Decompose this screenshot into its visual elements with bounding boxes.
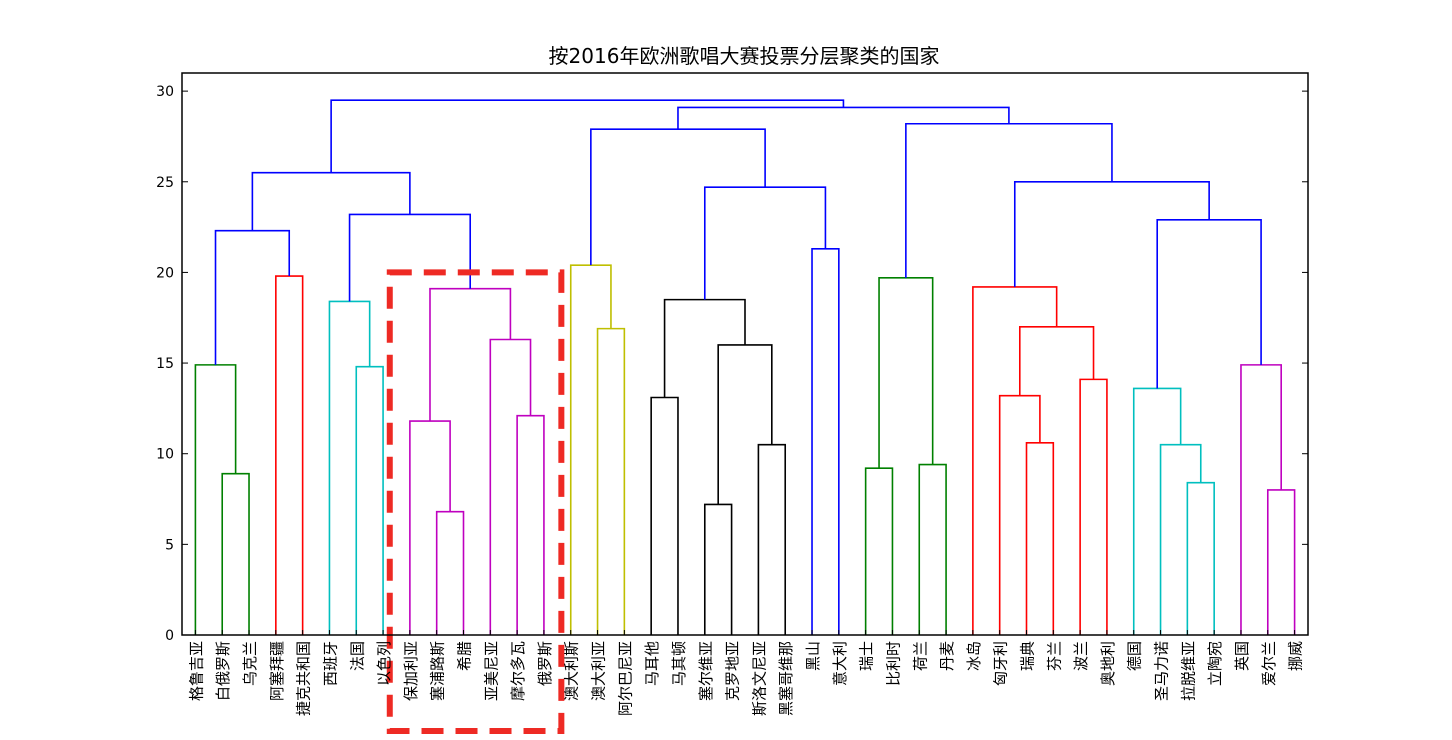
leaf-label: 瑞士 [858, 641, 876, 671]
dendrogram-link [409, 420, 451, 635]
leaf-label: 德国 [1126, 641, 1144, 671]
leaf-label: 爱尔兰 [1260, 641, 1278, 686]
dendrogram-link [1186, 481, 1215, 635]
leaf-label: 白俄罗斯 [214, 641, 232, 701]
leaf-label: 英国 [1233, 641, 1251, 671]
dendrogram-link [864, 467, 894, 635]
dendrogram-link [214, 229, 291, 365]
dendrogram-link [221, 472, 250, 635]
leaf-label: 澳大利斯 [563, 641, 581, 701]
dendrogram-link [650, 396, 679, 635]
dendrogram-link [757, 443, 787, 635]
dendrogram-link [328, 300, 371, 635]
leaf-label: 拉脱维亚 [1179, 641, 1197, 701]
dendrogram-link [717, 344, 773, 505]
leaf-label: 以色列 [375, 641, 393, 686]
dendrogram-link [972, 286, 1058, 635]
leaf-label: 澳大利亚 [590, 641, 608, 701]
leaf-label: 俄罗斯 [536, 641, 554, 686]
dendrogram-link [590, 128, 766, 266]
leaf-label: 克罗地亚 [724, 641, 742, 701]
x-axis: 格鲁吉亚 白俄罗斯 乌克兰 阿塞拜疆 捷克共和国 西班牙 法国 以色列 保加利亚 塞浦路斯 希腊 亚美… [187, 630, 1305, 716]
dendrogram-link [1019, 326, 1095, 396]
leaf-label: 匈牙利 [992, 641, 1010, 686]
dendrogram-link [251, 171, 411, 231]
dendrogram-link [596, 327, 626, 635]
dendrogram-link [1079, 378, 1108, 635]
dendrogram-link [355, 365, 384, 635]
y-axis: 0 5 10 15 20 25 30 [156, 84, 1308, 644]
y-tick-label: 20 [156, 265, 174, 281]
y-tick-label: 5 [165, 537, 174, 553]
dendrogram-link [516, 414, 545, 635]
leaf-label: 希腊 [456, 641, 474, 671]
dendrogram-link [1156, 219, 1262, 389]
dendrogram-link [275, 275, 304, 635]
leaf-label: 亚美尼亚 [482, 641, 500, 701]
dendrogram-link [703, 186, 827, 300]
leaf-label: 捷克共和国 [295, 641, 313, 716]
dendrogram-link [905, 122, 1113, 278]
dendrogram-link [703, 503, 733, 635]
dendrogram-link [569, 264, 612, 635]
dendrogram-link [998, 394, 1041, 635]
leaf-label: 乌克兰 [241, 641, 259, 686]
dendrogram-link [435, 510, 465, 635]
leaf-label: 阿尔巴尼亚 [616, 641, 634, 716]
dendrogram-link [429, 287, 512, 422]
dendrogram-link [1159, 443, 1202, 635]
leaf-label: 斯洛文尼亚 [750, 641, 768, 716]
leaf-label: 黑塞哥维那 [777, 641, 795, 716]
leaf-label: 黑山 [804, 641, 822, 671]
dendrogram-link [1240, 364, 1282, 635]
leaf-label: 奥地利 [1099, 641, 1117, 686]
leaf-label: 立陶宛 [1206, 641, 1224, 686]
leaf-label: 丹麦 [938, 641, 956, 671]
leaf-label: 法国 [348, 641, 366, 671]
dendrogram-link [330, 99, 845, 173]
y-tick-label: 30 [156, 84, 174, 100]
chart-title: 按2016年欧洲歌唱大赛投票分层聚类的国家 [549, 44, 940, 68]
dendrogram-link [878, 277, 934, 469]
dendrogram-link [1132, 387, 1182, 635]
dendrogram-link [1013, 180, 1210, 287]
dendrogram-link [918, 463, 947, 635]
leaf-label: 塞浦路斯 [429, 641, 447, 701]
dendrogram-link [677, 106, 1010, 130]
dendrogram-link [489, 338, 532, 635]
leaf-label: 马耳他 [643, 641, 661, 686]
dendrogram-link [194, 364, 237, 635]
leaf-label: 马其顿 [670, 641, 688, 686]
leaf-label: 保加利亚 [402, 641, 420, 701]
leaf-label: 荷兰 [911, 641, 929, 671]
y-tick-label: 25 [156, 175, 174, 191]
dendrogram-link [1266, 489, 1296, 635]
leaf-label: 塞尔维亚 [697, 641, 715, 701]
y-tick-label: 0 [165, 628, 174, 644]
leaf-label: 比利时 [884, 641, 902, 686]
dendrogram-links [194, 99, 1296, 635]
highlight-box [386, 269, 565, 734]
leaf-label: 挪威 [1287, 641, 1305, 671]
leaf-label: 波兰 [1072, 641, 1090, 671]
highlight-layer [386, 269, 565, 734]
y-tick-label: 10 [156, 447, 174, 463]
leaf-label: 意大利 [831, 641, 849, 686]
leaf-label: 格鲁吉亚 [187, 641, 205, 701]
leaf-label: 阿塞拜疆 [268, 641, 286, 701]
dendrogram-link [1025, 442, 1055, 635]
leaf-label: 摩尔多瓦 [509, 641, 527, 701]
leaf-label: 瑞典 [1019, 641, 1037, 671]
plot-frame [181, 72, 1309, 636]
leaf-label: 圣马力诺 [1153, 641, 1171, 701]
leaf-label: 芬兰 [1045, 641, 1063, 671]
dendrogram-link [811, 248, 840, 635]
leaf-label: 西班牙 [321, 641, 339, 686]
leaf-label: 冰岛 [965, 641, 983, 671]
y-tick-label: 15 [156, 356, 174, 372]
dendrogram-link [663, 298, 746, 398]
